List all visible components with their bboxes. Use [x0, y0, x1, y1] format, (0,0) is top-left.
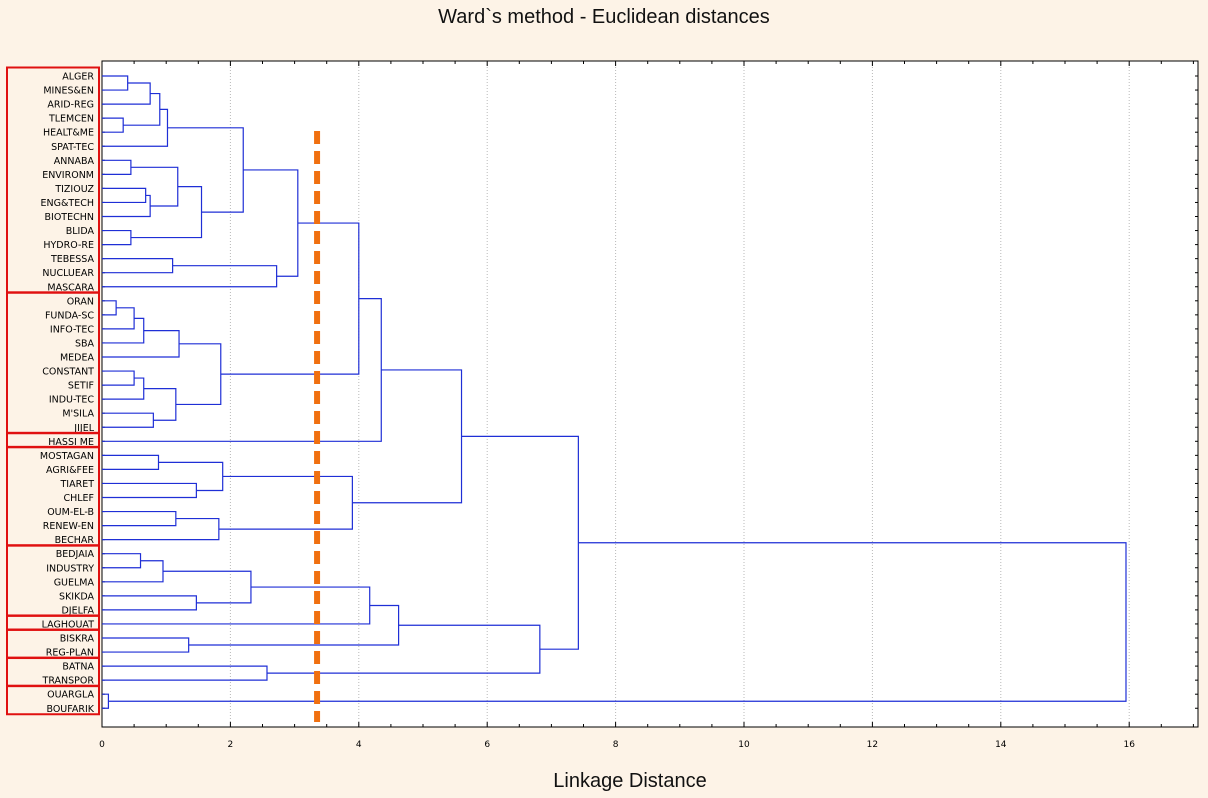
leaf-label: M'SILA — [62, 409, 94, 420]
leaf-label: ENVIRONM — [42, 170, 94, 181]
leaf-label: BECHAR — [55, 535, 95, 546]
leaf-label: ORAN — [67, 296, 94, 307]
leaf-label: TLEMCEN — [48, 114, 94, 125]
leaf-label: SETIF — [68, 381, 94, 392]
dendrogram-link — [108, 542, 1127, 702]
leaf-label: MEDEA — [60, 353, 95, 364]
leaf-label: AGRI&FEE — [46, 465, 94, 476]
x-tick-label: 2 — [228, 740, 234, 750]
leaf-label: SKIKDA — [59, 591, 94, 602]
leaf-label: NUCLUEAR — [42, 268, 94, 279]
leaf-label: BLIDA — [66, 226, 95, 237]
leaf-label: BEDJAIA — [56, 549, 95, 560]
x-tick-label: 6 — [484, 740, 490, 750]
x-tick-label: 12 — [867, 740, 878, 750]
leaf-label: MASCARA — [47, 282, 94, 293]
leaf-label: MINES&EN — [43, 86, 94, 97]
x-tick-label: 10 — [738, 740, 750, 750]
leaf-label: ANNABA — [54, 156, 95, 167]
leaf-label: TIZIOUZ — [54, 184, 94, 195]
leaf-label: SBA — [75, 338, 95, 349]
leaf-label: RENEW-EN — [43, 521, 94, 532]
x-tick-label: 16 — [1123, 740, 1135, 750]
leaf-label: BISKRA — [60, 634, 95, 645]
leaf-label: JIJEL — [73, 423, 94, 434]
leaf-label: HASSI ME — [48, 437, 94, 448]
leaf-label: CONSTANT — [42, 367, 94, 378]
leaf-label: BIOTECHN — [45, 212, 95, 223]
leaf-label: INFO-TEC — [50, 324, 94, 335]
x-axis-title: Linkage Distance — [553, 770, 707, 792]
leaf-label: INDUSTRY — [46, 563, 94, 574]
leaf-label: GUELMA — [54, 577, 95, 588]
x-tick-label: 14 — [995, 740, 1007, 750]
leaf-label: TRANSPOR — [42, 676, 95, 687]
x-tick-label: 8 — [613, 740, 619, 750]
x-tick-label: 4 — [356, 740, 362, 750]
leaf-label: OUM-EL-B — [47, 507, 94, 518]
x-tick-label: 0 — [99, 740, 105, 750]
leaf-label: REG-PLAN — [46, 648, 94, 659]
leaf-label: TEBESSA — [50, 254, 95, 265]
cluster-group-box — [6, 684, 100, 716]
leaf-label: DJELFA — [61, 605, 94, 616]
leaf-label: FUNDA-SC — [45, 310, 94, 321]
leaf-label: ARID-REG — [47, 100, 94, 111]
leaf-label: MOSTAGAN — [40, 451, 94, 462]
leaf-label: SPAT-TEC — [51, 142, 94, 153]
leaf-label: ALGER — [62, 72, 94, 83]
leaf-label: BOUFARIK — [46, 704, 94, 715]
chart-title: Ward`s method - Euclidean distances — [438, 6, 770, 28]
leaf-label: BATNA — [62, 662, 94, 673]
leaf-label: CHLEF — [63, 493, 94, 504]
leaf-label: ENG&TECH — [41, 198, 94, 209]
leaf-label: OUARGLA — [47, 690, 94, 701]
leaf-label: LAGHOUAT — [42, 619, 95, 630]
leaf-label: INDU-TEC — [49, 395, 95, 406]
leaf-label: TIARET — [59, 479, 94, 490]
plot-area — [101, 60, 1199, 728]
leaf-label: HEALT&ME — [43, 128, 94, 139]
leaf-label: HYDRO-RE — [43, 240, 94, 251]
